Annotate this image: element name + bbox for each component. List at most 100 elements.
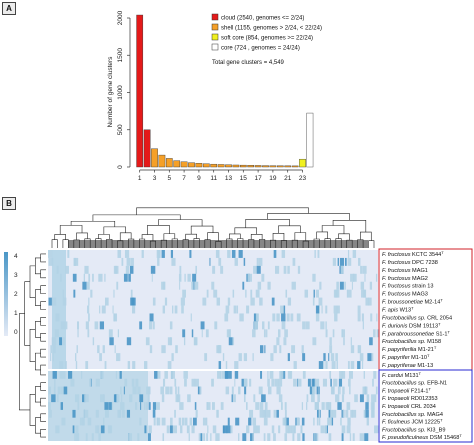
heatmap-cell — [333, 305, 338, 314]
heatmap-cell — [191, 425, 195, 434]
x-tick-label: 23 — [299, 175, 307, 182]
heatmap-cell — [100, 394, 104, 403]
heatmap-cell — [313, 289, 315, 298]
heatmap-cell — [135, 402, 138, 410]
heatmap-cell — [341, 394, 345, 403]
heatmap-cell — [85, 321, 89, 330]
heatmap-cell — [318, 361, 324, 369]
heatmap-cell — [302, 353, 306, 362]
heatmap-cell — [369, 281, 373, 290]
heatmap-cell — [121, 394, 123, 403]
group-box-1 — [378, 369, 473, 443]
top-dendrogram-branch — [92, 214, 181, 222]
heatmap-cell — [192, 281, 196, 290]
heatmap-cell — [88, 313, 90, 322]
heatmap-cell — [361, 289, 366, 298]
heatmap-cell — [202, 297, 207, 306]
heatmap-cell — [77, 433, 79, 441]
row-dendrogram-branch — [35, 386, 41, 403]
heatmap-cell — [347, 250, 350, 258]
heatmap-cell — [63, 386, 68, 395]
heatmap-cell — [266, 329, 268, 338]
heatmap-cell — [261, 273, 265, 282]
heatmap-cell — [218, 257, 222, 266]
heatmap-cell — [130, 257, 134, 266]
row-label-type-strain: T — [440, 298, 443, 303]
x-tick-label: 5 — [167, 175, 171, 182]
heatmap-cell — [98, 273, 103, 282]
heatmap-cell — [48, 297, 53, 306]
heatmap-cell — [179, 402, 184, 410]
heatmap-cell — [75, 353, 77, 362]
heatmap-cell — [137, 386, 141, 395]
row-label: F. fructosus MAG1 — [382, 268, 428, 274]
heatmap-cell — [297, 433, 301, 441]
heatmap-cell — [335, 394, 340, 403]
heatmap-cell — [182, 329, 186, 338]
heatmap-cell — [358, 257, 361, 266]
heatmap-cell — [126, 409, 131, 418]
heatmap-cell — [371, 409, 375, 418]
top-dendrogram-branch — [163, 233, 176, 241]
heatmap-cell — [126, 337, 132, 346]
row-label: F. fructosus MAG3 — [382, 292, 428, 298]
heatmap-cell — [373, 329, 376, 338]
heatmap-cell — [65, 321, 68, 330]
heatmap-cell — [81, 371, 83, 379]
row-label-strain: KCTC 3544 — [411, 252, 442, 258]
heatmap-cell — [149, 345, 153, 354]
row-label-type-strain: T — [434, 345, 437, 350]
heatmap-cell — [341, 371, 346, 379]
heatmap-cell — [365, 402, 369, 410]
heatmap-cell — [224, 313, 229, 322]
heatmap-cell — [178, 417, 182, 426]
heatmap-cell — [175, 345, 178, 354]
heatmap-cell — [212, 265, 216, 274]
heatmap-cell — [119, 371, 122, 379]
heatmap-cell — [103, 417, 105, 426]
heatmap-cell — [242, 433, 247, 441]
heatmap-cell — [123, 273, 128, 282]
row-label-species: F. fructosus — [382, 292, 411, 298]
heatmap-cell — [357, 345, 362, 354]
bar-22 — [291, 165, 299, 168]
heatmap-cell — [189, 417, 193, 426]
heatmap-cell — [147, 433, 151, 441]
row-label: F. tropaeoli RD012353 — [382, 396, 438, 402]
top-dendrogram-branch — [234, 227, 257, 235]
heatmap-cell — [331, 417, 334, 426]
heatmap-cell — [364, 409, 369, 418]
heatmap-cell — [313, 417, 315, 426]
heatmap-cell — [108, 425, 111, 434]
heatmap-cell — [180, 425, 183, 434]
heatmap-cell — [217, 250, 220, 258]
top-dendrogram-tips — [68, 240, 368, 248]
row-dendrogram-branch — [40, 429, 46, 438]
heatmap-cell — [89, 378, 92, 387]
heatmap-cell — [325, 361, 328, 369]
row-label-species: Fructobacillus sp. — [382, 381, 426, 387]
top-dendrogram-branch — [136, 207, 309, 215]
legend-label-cloud: cloud (2540, genomes <= 2/24) — [221, 16, 304, 22]
heatmap-cell — [120, 402, 125, 410]
heatmap-cell — [165, 386, 170, 395]
heatmap-cell — [280, 305, 284, 314]
heatmap-cell — [77, 329, 79, 338]
heatmap-cell — [259, 297, 261, 306]
heatmap-cell — [85, 433, 88, 441]
heatmap-cell — [132, 361, 136, 369]
heatmap-cell — [217, 409, 219, 418]
heatmap-cell — [187, 394, 190, 403]
heatmap-cell — [318, 417, 321, 426]
heatmap-cell — [50, 353, 52, 362]
heatmap-cell — [108, 329, 113, 338]
heatmap-cell — [178, 273, 182, 282]
row-label-species: F. broussonetiae — [382, 300, 423, 306]
legend-swatch-shell — [211, 23, 219, 31]
heatmap-cell — [197, 386, 201, 395]
heatmap-cell — [53, 386, 56, 395]
heatmap-cell — [162, 305, 166, 314]
heatmap-cell — [191, 378, 196, 387]
heatmap-cell — [367, 353, 372, 362]
